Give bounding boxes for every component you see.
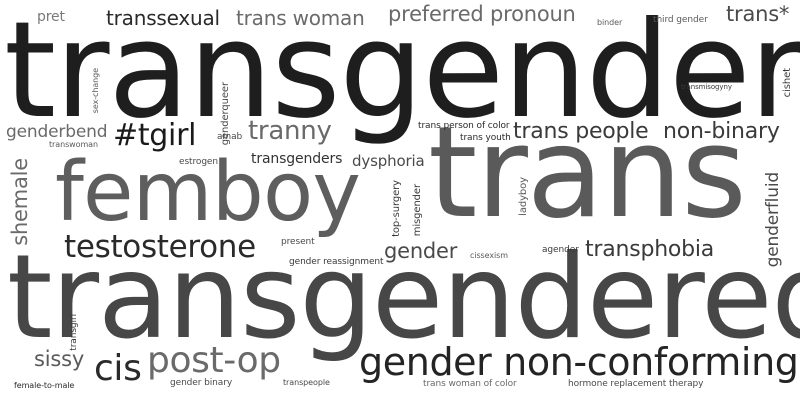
word-trans-person-of-color: trans person of color: [418, 121, 510, 131]
word-tgirl: #tgirl: [113, 118, 197, 153]
word-third-gender: third gender: [653, 15, 708, 25]
word-genderfluid: genderfluid: [763, 172, 783, 268]
word-estrogen: estrogen: [179, 157, 218, 167]
word-transsexual: transsexual: [106, 6, 220, 30]
word-pret: pret: [37, 9, 65, 25]
word-femboy: femboy: [55, 145, 361, 240]
word-genderbend: genderbend: [6, 122, 108, 142]
word-transwoman: transwoman: [49, 140, 98, 149]
word-tranny: tranny: [248, 116, 332, 146]
word-transgirl: transgirl: [69, 314, 79, 351]
word-transgenders: transgenders: [251, 151, 343, 167]
word-misgender: misgender: [412, 184, 423, 237]
word-sex-change: sex-change: [91, 68, 100, 114]
word-present: present: [281, 237, 315, 247]
word-hormone-replacement-therapy: hormone replacement therapy: [568, 379, 704, 389]
word-cissexism: cissexism: [470, 251, 508, 260]
word-cis: cis: [94, 348, 142, 389]
word-sissy: sissy: [34, 347, 85, 371]
word-cishet: cishet: [782, 68, 793, 98]
word-ladyboy: ladyboy: [518, 177, 529, 216]
word-transpeople: transpeople: [283, 378, 330, 387]
word-agender: agender: [542, 245, 579, 255]
word-trans-woman-of-color: trans woman of color: [423, 379, 517, 389]
word-gender-non-conforming: gender non-conforming: [359, 340, 799, 384]
word-preferred-pronoun: preferred pronoun: [388, 2, 576, 26]
word-gender: gender: [384, 239, 458, 263]
word-trans-youth: trans youth: [460, 133, 511, 143]
word-shemale: shemale: [8, 158, 32, 246]
word-amab: amab: [217, 132, 243, 142]
word-binder: binder: [597, 18, 623, 27]
word-trans: trans: [428, 99, 747, 246]
word-dysphoria: dysphoria: [352, 152, 425, 170]
word-non-binary: non-binary: [663, 119, 780, 144]
word-post-op: post-op: [147, 340, 281, 381]
word-testosterone: testosterone: [64, 229, 256, 265]
word-gender-binary: gender binary: [170, 378, 233, 388]
word-top-surgery: top-surgery: [391, 180, 402, 237]
word-gender-reassignment: gender reassignment: [289, 257, 384, 267]
word-transgendered: transgendered: [7, 230, 800, 365]
word-transmisogyny: transmisogyny: [681, 83, 732, 91]
word-trans-woman: trans woman: [236, 6, 365, 30]
word-transphobia: transphobia: [585, 237, 715, 262]
word-female-to-male: female-to-male: [14, 381, 75, 390]
word-trans-star: trans*: [726, 2, 790, 26]
word-trans-people: trans people: [513, 119, 649, 144]
word-transgender: transgender: [4, 0, 800, 148]
